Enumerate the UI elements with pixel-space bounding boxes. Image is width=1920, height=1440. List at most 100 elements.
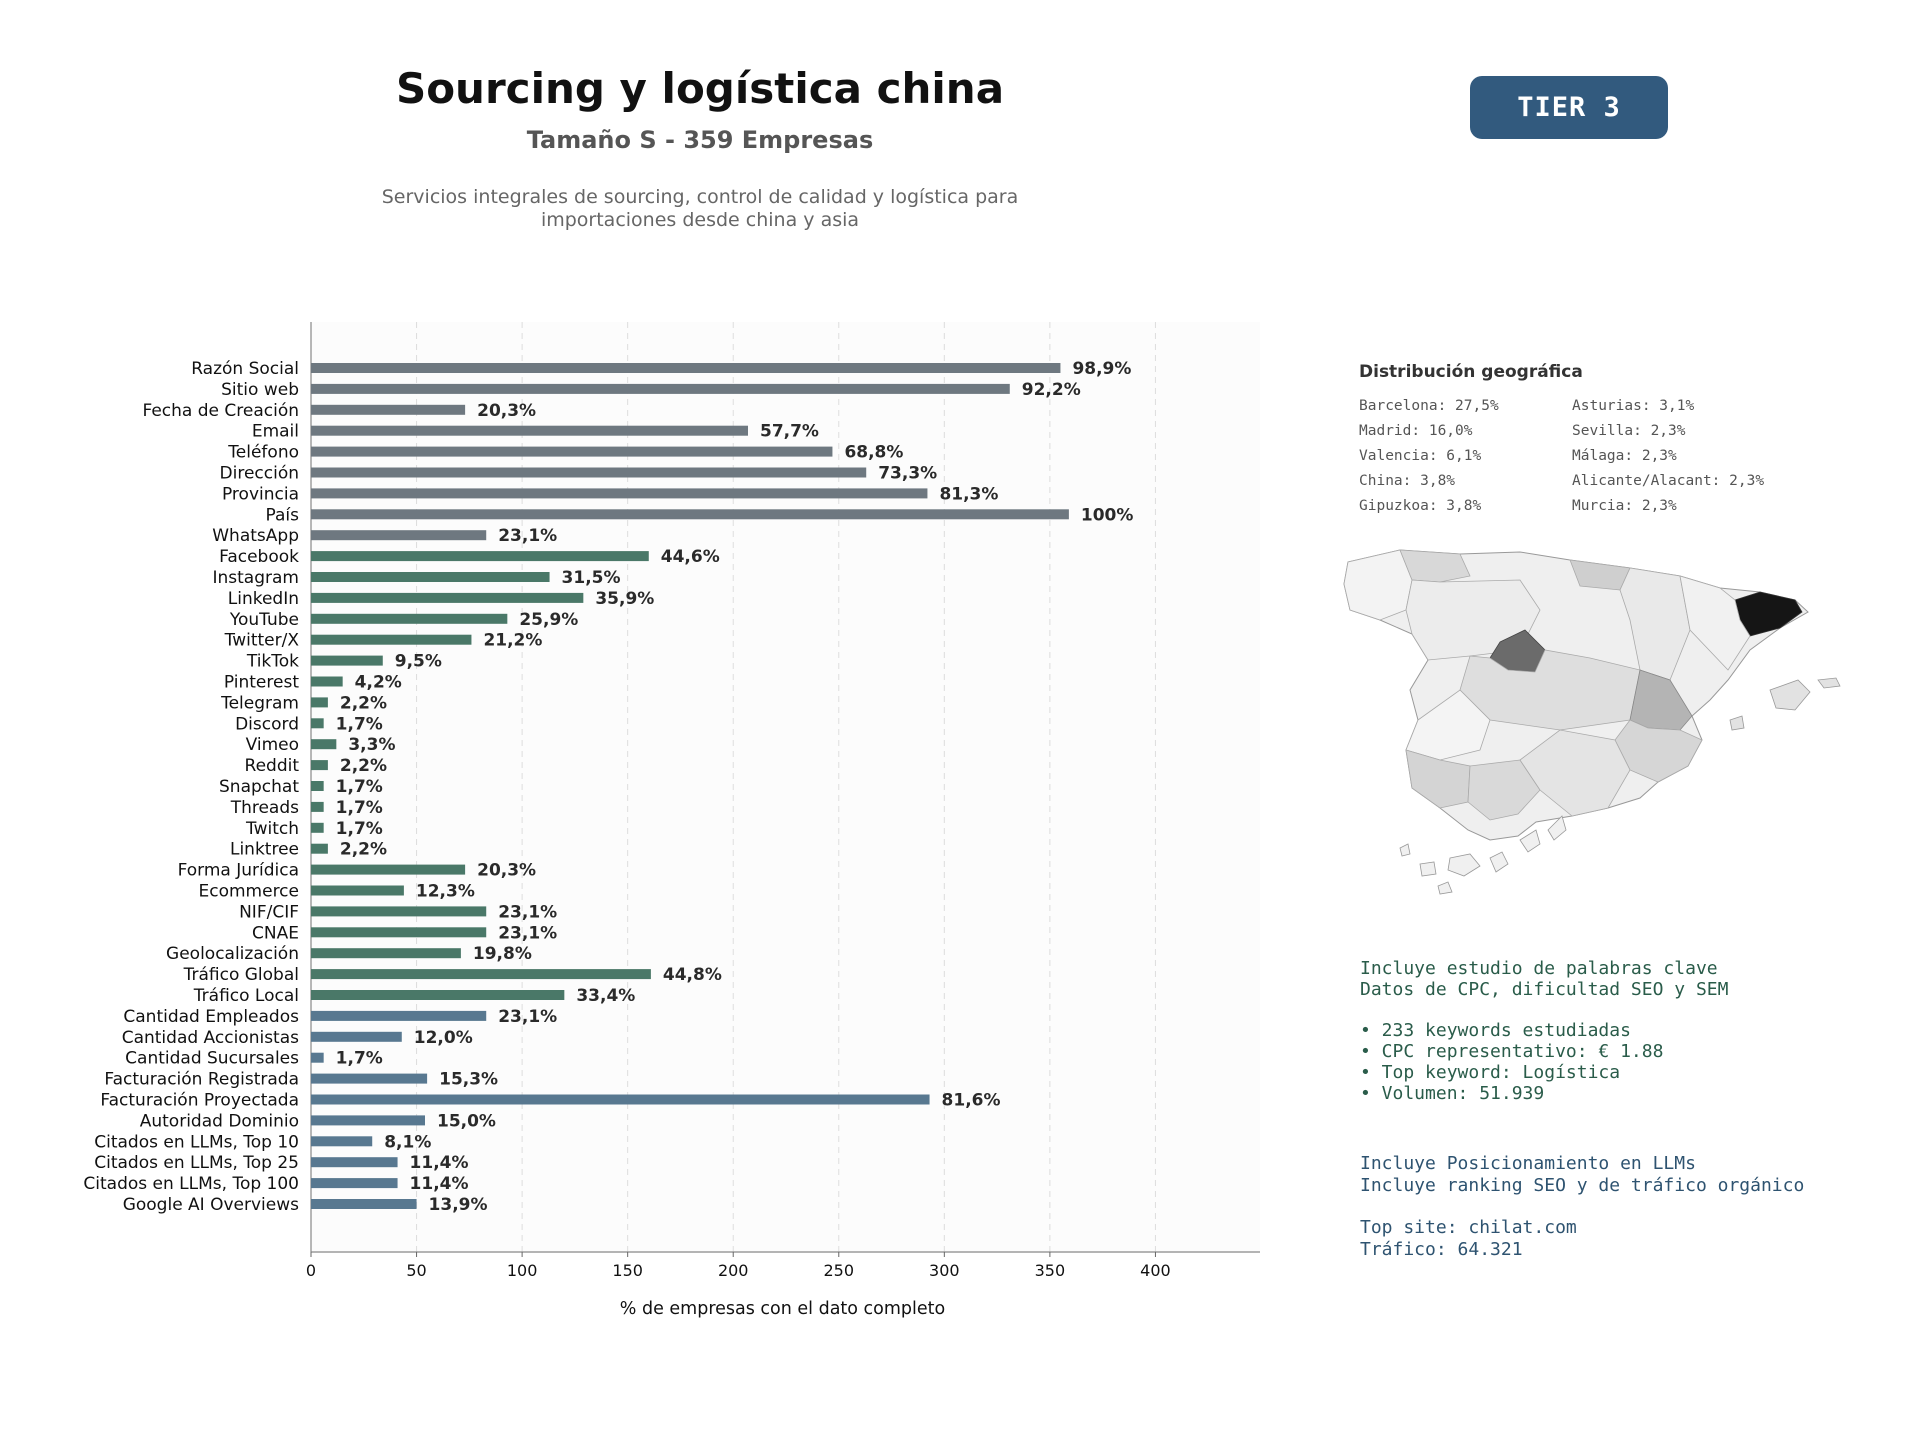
value-label: 9,5%: [395, 652, 442, 672]
category-label: Twitter/X: [224, 631, 300, 651]
value-label: 1,7%: [336, 819, 383, 839]
value-label: 12,0%: [414, 1028, 473, 1048]
x-tick-label: 100: [507, 1261, 538, 1280]
category-label: Sitio web: [221, 380, 299, 400]
category-label: Google AI Overviews: [123, 1195, 299, 1215]
x-tick-label: 350: [1035, 1261, 1066, 1280]
bar: [311, 1115, 425, 1126]
value-label: 1,7%: [336, 1049, 383, 1069]
category-label: Cantidad Accionistas: [122, 1028, 299, 1048]
value-label: 21,2%: [483, 631, 542, 651]
map-canary-4: [1519, 829, 1541, 853]
map-region-asturias: [1399, 549, 1471, 583]
bar: [311, 864, 466, 875]
map-region-galicia: [1343, 549, 1413, 621]
description-line-1: Servicios integrales de sourcing, contro…: [381, 186, 1019, 208]
geo-item: Barcelona: 27,5%: [1359, 398, 1499, 414]
value-label: 23,1%: [498, 526, 557, 546]
geo-item: China: 3,8%: [1359, 473, 1456, 489]
value-label: 23,1%: [498, 902, 557, 922]
category-label: Razón Social: [191, 359, 299, 379]
category-label: YouTube: [229, 610, 299, 630]
category-label: Citados en LLMs, Top 25: [94, 1153, 299, 1173]
value-label: 11,4%: [410, 1174, 469, 1194]
category-label: Vimeo: [246, 735, 299, 755]
bar: [311, 781, 324, 791]
category-label: Email: [252, 422, 299, 442]
map-canary-5: [1547, 815, 1567, 841]
page-subtitle: Tamaño S - 359 Empresas: [526, 126, 874, 154]
bar: [311, 739, 337, 750]
category-label: Geolocalización: [166, 944, 299, 964]
geo-item: Gipuzkoa: 3,8%: [1359, 498, 1482, 514]
bar: [311, 404, 466, 415]
bar: [311, 948, 461, 959]
geo-item: Alicante/Alacant: 2,3%: [1572, 473, 1765, 489]
value-label: 81,6%: [942, 1091, 1001, 1111]
x-tick-label: 0: [306, 1261, 316, 1280]
category-label: Fecha de Creación: [142, 401, 299, 421]
bar: [311, 530, 487, 541]
bar: [311, 425, 748, 436]
value-label: 35,9%: [595, 589, 654, 609]
bar: [311, 1178, 398, 1189]
geo-item: Sevilla: 2,3%: [1572, 423, 1686, 439]
category-label: Forma Jurídica: [178, 861, 299, 881]
description-line-2: importaciones desde china y asia: [540, 209, 860, 231]
value-label: 1,7%: [336, 798, 383, 818]
category-label: Instagram: [213, 568, 300, 588]
value-label: 2,2%: [340, 840, 387, 860]
bar: [311, 551, 649, 562]
category-label: Reddit: [245, 756, 300, 776]
category-label: Snapchat: [219, 777, 299, 797]
page-title: Sourcing y logística china: [395, 64, 1005, 113]
bar: [311, 801, 324, 812]
category-label: Tráfico Local: [193, 986, 299, 1006]
bar: [311, 760, 328, 771]
geo-item: Málaga: 2,3%: [1572, 448, 1677, 464]
keywords-line-2: Datos de CPC, dificultad SEO y SEM: [1360, 979, 1729, 1000]
keywords-bullet: • 233 keywords estudiadas: [1360, 1020, 1631, 1041]
category-label: Provincia: [222, 484, 299, 504]
value-label: 2,2%: [340, 756, 387, 776]
value-label: 4,2%: [355, 673, 402, 693]
value-label: 20,3%: [477, 401, 536, 421]
value-label: 1,7%: [336, 714, 383, 734]
llm-line-1: Incluye Posicionamiento en LLMs: [1360, 1153, 1696, 1174]
category-label: Citados en LLMs, Top 100: [83, 1174, 299, 1194]
bar: [311, 363, 1061, 373]
bar: [311, 446, 833, 457]
category-label: Cantidad Sucursales: [125, 1049, 299, 1069]
category-label: Ecommerce: [199, 882, 300, 902]
bar: [311, 1073, 428, 1084]
value-label: 98,9%: [1072, 359, 1131, 379]
map-region-catalonia-rest: [1679, 575, 1751, 671]
geo-item: Murcia: 2,3%: [1572, 498, 1677, 514]
category-label: Facturación Registrada: [104, 1070, 299, 1090]
value-label: 8,1%: [384, 1132, 431, 1152]
bar: [311, 676, 343, 687]
value-label: 2,2%: [340, 693, 387, 713]
bar: [311, 969, 651, 980]
bar: [311, 592, 584, 603]
bar: [311, 822, 324, 833]
value-label: 3,3%: [348, 735, 395, 755]
category-label: Discord: [235, 714, 299, 734]
value-label: 33,4%: [576, 986, 635, 1006]
value-label: 1,7%: [336, 777, 383, 797]
category-label: Linktree: [230, 840, 299, 860]
bar: [311, 572, 550, 582]
bar: [311, 467, 867, 478]
completeness-bar-chart: 0 50 100 150 200 250 300 350 400 % de empresas co…: [83, 322, 1260, 1319]
bar: [311, 1010, 487, 1021]
top-site-traffic: Tráfico: 64.321: [1360, 1239, 1523, 1260]
keywords-info: Incluye estudio de palabras clave Datos …: [1360, 958, 1728, 1104]
keywords-bullet: • Top keyword: Logística: [1360, 1062, 1621, 1083]
bar: [311, 1031, 402, 1042]
geo-distribution-list: Barcelona: 27,5% Asturias: 3,1% Madrid: …: [1359, 398, 1819, 514]
bar: [311, 1157, 398, 1168]
value-label: 68,8%: [844, 443, 903, 463]
map-canary-2: [1489, 851, 1509, 873]
value-label: 44,6%: [661, 547, 720, 567]
value-label: 19,8%: [473, 944, 532, 964]
